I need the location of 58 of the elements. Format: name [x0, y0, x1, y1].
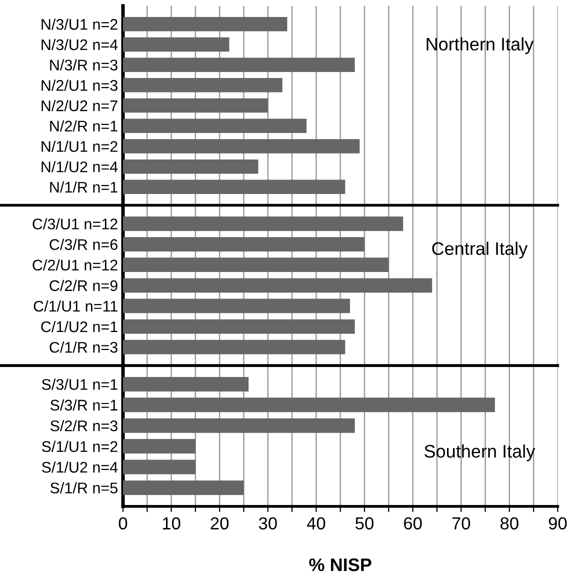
bar [122, 376, 249, 392]
y-tick-label: C/1/R n=3 [50, 342, 118, 353]
bar [122, 340, 346, 354]
bar [122, 216, 404, 231]
bar [122, 17, 288, 32]
bar [122, 258, 389, 272]
y-tick-label: N/2/U1 n=3 [42, 80, 118, 91]
bar [122, 278, 432, 293]
y-tick-label: S/1/U2 n=4 [42, 461, 118, 473]
x-tick-label: 80 [500, 517, 518, 530]
bar [122, 418, 355, 433]
bar [122, 118, 307, 134]
y-tick-label: S/2/R n=3 [50, 420, 118, 432]
bar [122, 398, 495, 412]
x-tick-label: 30 [258, 517, 277, 530]
y-tick-label: N/1/R n=1 [50, 181, 118, 193]
bar [122, 460, 196, 474]
y-tick-label: C/1/U2 n=1 [41, 320, 118, 332]
y-tick-label: C/2/R n=9 [50, 280, 118, 292]
x-axis-title: % NISP [309, 558, 372, 572]
x-tick-label: 50 [356, 517, 374, 530]
y-tick-label: N/3/U1 n=2 [42, 18, 118, 30]
x-tick-label: 90 [548, 517, 567, 530]
x-tick-label: 60 [404, 517, 422, 530]
y-tick-label: S/3/U1 n=1 [42, 378, 118, 390]
y-tick-label: C/2/U1 n=12 [32, 259, 118, 271]
y-tick-label: N/3/R n=3 [50, 59, 118, 71]
x-tick-label: 10 [162, 517, 180, 530]
x-tick-label: 20 [210, 517, 229, 530]
bar [122, 139, 360, 154]
y-tick-label: N/1/U2 n=4 [42, 161, 118, 172]
bar [122, 480, 244, 495]
bar [122, 237, 364, 252]
x-tick-label: 40 [306, 517, 326, 530]
bar [122, 319, 355, 334]
y-tick-label: C/3/U1 n=12 [32, 218, 118, 230]
x-tick-label: 70 [452, 517, 470, 530]
annotation: Southern Italy [424, 444, 536, 462]
bar [122, 58, 355, 72]
y-tick-label: N/2/U2 n=7 [42, 100, 118, 112]
y-tick-label: S/1/U1 n=2 [42, 440, 118, 452]
y-tick-label: N/3/U2 n=4 [42, 38, 118, 50]
y-tick-label: S/1/R n=5 [50, 482, 118, 494]
y-tick-label: C/1/U1 n=11 [34, 300, 118, 312]
bar [122, 180, 346, 194]
bar [122, 78, 282, 92]
bar [122, 98, 268, 113]
bar [122, 439, 196, 454]
x-tick-label: 0 [118, 517, 128, 530]
bar [122, 159, 258, 174]
y-tick-label: S/3/R n=1 [50, 399, 118, 411]
y-tick-label: N/2/R n=1 [50, 120, 118, 132]
annotation: Northern Italy [426, 37, 534, 54]
y-tick-label: N/1/U1 n=2 [42, 140, 118, 152]
bar [122, 298, 350, 314]
bar [122, 37, 230, 52]
annotation: Central Italy [432, 242, 528, 259]
y-tick-label: C/3/R n=6 [50, 238, 118, 250]
